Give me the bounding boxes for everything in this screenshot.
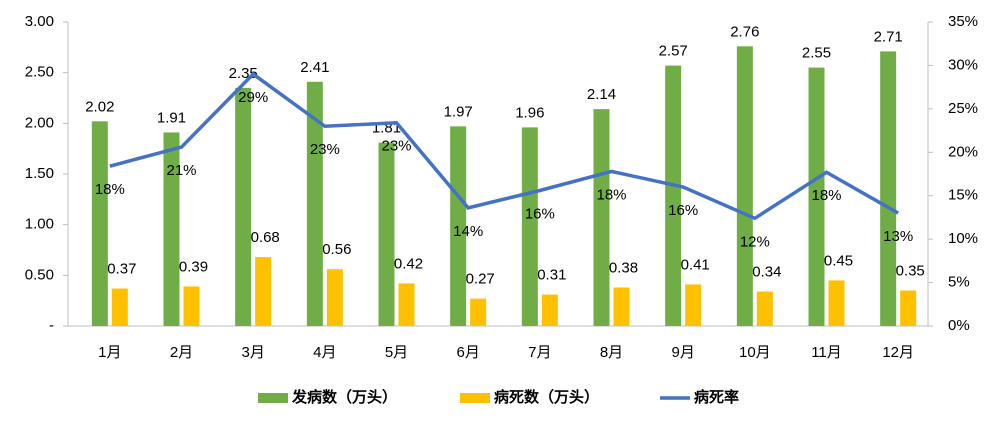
data-label: 18%: [596, 186, 626, 203]
data-label: 14%: [453, 223, 483, 240]
y2-tick-label: 25%: [948, 100, 978, 117]
y-tick-label: -: [49, 317, 54, 334]
bar: [736, 46, 753, 326]
data-label: 0.68: [251, 229, 280, 246]
x-tick-label: 9月: [671, 344, 694, 361]
y-tick-label: 2.00: [25, 114, 54, 131]
data-label: 2.14: [587, 86, 616, 103]
y-tick-label: 3.00: [25, 13, 54, 30]
data-label: 0.42: [394, 255, 423, 272]
line: [109, 71, 900, 221]
bar: [183, 286, 200, 326]
x-tick-label: 11月: [811, 344, 842, 361]
bar: [111, 288, 128, 326]
bar: [450, 126, 467, 326]
bar: [235, 87, 252, 326]
x-tick-label: 1月: [98, 344, 121, 361]
data-label: 12%: [740, 233, 770, 250]
data-label: 21%: [166, 162, 196, 179]
legend-text: 病死率: [694, 388, 739, 406]
bar: [828, 280, 845, 326]
bar: [685, 284, 702, 326]
x-tick-label: 12月: [882, 344, 914, 361]
data-label: 0.56: [322, 241, 351, 258]
data-label: 0.37: [107, 260, 136, 277]
data-label: 2.57: [659, 43, 688, 60]
y2-tick-label: 10%: [948, 230, 978, 247]
legend-swatch: [258, 393, 288, 403]
x-tick-label: 10月: [739, 344, 771, 361]
bar: [306, 81, 323, 326]
data-label: 23%: [381, 138, 411, 155]
y-tick-label: 1.50: [25, 165, 54, 182]
data-label: 2.76: [730, 23, 759, 40]
x-tick-label: 2月: [170, 344, 193, 361]
data-label: 2.71: [874, 28, 903, 45]
bar: [900, 290, 917, 326]
data-label: 0.27: [466, 271, 495, 288]
bar: [521, 127, 538, 327]
bar: [541, 294, 558, 326]
legend-text: 病死数（万头）: [494, 388, 599, 406]
data-label: 16%: [668, 202, 698, 219]
y2-tick-label: 15%: [948, 187, 978, 204]
y-tick-label: 0.50: [25, 266, 54, 283]
data-label: 0.39: [179, 258, 208, 275]
bar: [665, 65, 682, 326]
bar: [326, 269, 343, 326]
data-label: 1.91: [157, 109, 186, 126]
data-label: 0.31: [537, 267, 566, 284]
bar: [593, 109, 610, 326]
bar: [163, 132, 180, 326]
x-tick-label: 3月: [241, 344, 264, 361]
data-label: 0.38: [609, 259, 638, 276]
data-label: 0.34: [752, 264, 781, 281]
bar: [255, 257, 272, 326]
bar: [91, 121, 108, 326]
data-label: 18%: [95, 181, 125, 198]
x-tick-label: 4月: [313, 344, 336, 361]
data-label: 2.41: [300, 59, 329, 76]
data-label: 23%: [310, 141, 340, 158]
bar: [470, 298, 487, 326]
bar: [808, 67, 825, 326]
data-label: 0.45: [824, 252, 853, 269]
data-label: 1.97: [444, 103, 473, 120]
data-label: 18%: [811, 187, 841, 204]
data-label: 2.55: [802, 45, 831, 62]
data-label: 2.02: [85, 98, 114, 115]
data-label: 0.35: [896, 263, 925, 280]
bar: [378, 142, 395, 326]
x-tick-label: 8月: [600, 344, 623, 361]
bar: [880, 51, 897, 327]
bar: [398, 283, 415, 326]
x-tick-label: 5月: [385, 344, 408, 361]
y2-tick-label: 5%: [948, 274, 970, 291]
bar: [756, 291, 773, 326]
data-label: 13%: [883, 228, 913, 245]
data-label: 0.41: [681, 256, 710, 273]
legend-text: 发病数（万头）: [291, 388, 397, 406]
y2-tick-label: 35%: [948, 13, 978, 30]
y-tick-label: 2.50: [25, 64, 54, 81]
y-tick-label: 1.00: [25, 216, 54, 233]
y2-tick-label: 30%: [948, 56, 978, 73]
data-label: 1.96: [515, 104, 544, 121]
y2-tick-label: 0%: [948, 317, 970, 334]
x-tick-label: 6月: [456, 344, 479, 361]
bar: [613, 287, 630, 326]
data-label: 29%: [238, 89, 268, 106]
legend-swatch: [460, 393, 490, 403]
data-label: 16%: [525, 205, 555, 222]
y2-tick-label: 20%: [948, 143, 978, 160]
x-tick-label: 7月: [528, 344, 551, 361]
